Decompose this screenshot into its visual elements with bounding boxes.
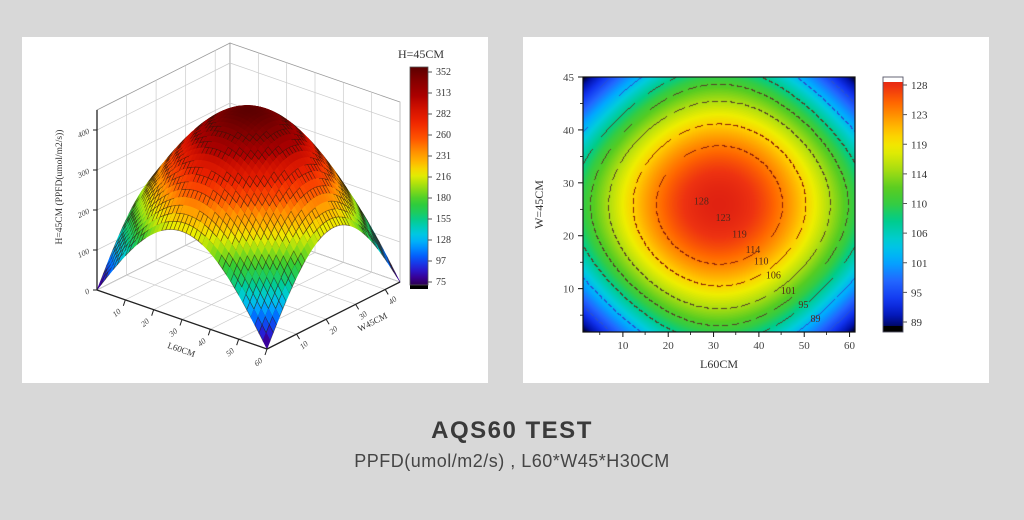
colorbar-tick-label: 123: [911, 110, 928, 122]
colorbar-tick-label: 75: [436, 277, 446, 288]
colorbar-tick-label: 216: [436, 172, 451, 183]
x-axis-tick-label: 20: [663, 340, 675, 352]
colorbar-tick-label: 128: [436, 235, 451, 246]
x-axis-tick-label: 30: [167, 327, 180, 340]
colorbar-tick-label: 260: [436, 130, 451, 141]
colorbar-tick-label: 110: [911, 199, 928, 211]
colorbar-tick-label: 155: [436, 214, 451, 225]
x-axis-tick-label: 10: [111, 307, 123, 319]
x-axis-tick: [151, 309, 155, 316]
y-axis-tick-label: 10: [563, 284, 575, 296]
x-axis-tick-label: 50: [799, 340, 811, 352]
contour-value-label: 95: [798, 300, 808, 311]
x-axis-tick: [207, 329, 211, 336]
colorbar-tick-label: 352: [436, 67, 451, 78]
x-axis-tick: [179, 319, 183, 326]
y-axis-tick-label: 40: [563, 125, 575, 137]
y-axis-label: W=45CM: [532, 180, 546, 229]
colorbar-tick-label: 119: [911, 139, 928, 151]
plot-border: [582, 76, 856, 333]
surface-plot-svg: 102030405060102030400100200300400L60CMW4…: [54, 42, 451, 368]
contour-value-label: 128: [694, 197, 709, 208]
contour-field-canvas: [583, 77, 855, 332]
caption-subtitle: PPFD(umol/m2/s) , L60*W45*H30CM: [354, 451, 670, 471]
x-axis-tick-label: 10: [617, 340, 629, 352]
colorbar-tick-label: 180: [436, 193, 451, 204]
colorbar-tick-label: 128: [911, 80, 928, 92]
y-axis-tick: [384, 289, 389, 295]
colorbar-end-cap: [883, 326, 903, 332]
y-axis-tick-label: 30: [563, 178, 575, 190]
y-axis-tick-label: 20: [328, 324, 340, 336]
x-axis-tick-label: 20: [139, 317, 151, 329]
y-axis-tick-label: 30: [356, 309, 369, 322]
colorbar-tick-label: 95: [911, 287, 923, 299]
x-axis-tick-label: 60: [252, 356, 264, 368]
colorbar-tick-label: 106: [911, 228, 928, 240]
x-axis-tick: [122, 299, 126, 306]
colorbar-tick-label: 282: [436, 109, 451, 120]
x-axis-tick-label: 40: [753, 340, 765, 352]
colorbar-tick-label: 89: [911, 317, 923, 329]
colorbar-tick-label: 231: [436, 151, 451, 162]
colorbar: [409, 66, 429, 286]
x-axis-tick-label: 60: [844, 340, 856, 352]
y-axis-tick: [355, 304, 360, 310]
x-axis-tick-label: 40: [196, 336, 208, 348]
caption-title: AQS60 TEST: [431, 417, 593, 444]
contour-value-label: 89: [811, 314, 821, 325]
x-axis-tick: [264, 348, 268, 356]
contour-value-label: 123: [716, 213, 731, 224]
contour-value-label: 110: [754, 256, 769, 267]
colorbar-frame: [882, 76, 904, 333]
colorbar-tick-label: 101: [911, 258, 928, 270]
x-axis-tick: [236, 339, 240, 346]
contour-plot-panel: 10 20 30 40 50 60 45 40 30 20 10 L60CM W=45CM 128 123 1…: [523, 37, 989, 383]
y-axis-tick-label: 45: [563, 72, 575, 84]
z-axis-label: H=45CM (PPFD(umol/m2/s)): [54, 130, 65, 245]
colorbar-tick-label: 114: [911, 169, 928, 181]
colorbar-tick-label: 97: [436, 256, 446, 267]
colorbar: [883, 77, 903, 332]
y-axis-tick-label: 10: [298, 339, 310, 351]
y-axis-tick: [296, 333, 300, 340]
x-axis-tick-label: 30: [708, 340, 720, 352]
z-axis-tick-label: 0: [83, 287, 90, 297]
wall-gridline: [96, 102, 231, 171]
surface-mesh: [96, 105, 401, 350]
y-axis-tick: [325, 318, 330, 325]
surface-plot-panel: 10 20 30 40 50 60 10 20 30 40 0 100 200 300 400 L60CM W4…: [22, 37, 488, 383]
colorbar-end-cap: [410, 285, 428, 289]
colorbar-title: H=45CM: [398, 47, 444, 61]
contour-value-label: 101: [781, 286, 796, 297]
z-axis-tick-label: 100: [76, 247, 91, 260]
y-axis-tick-label: 20: [563, 231, 575, 243]
y-axis-tick-label: 40: [387, 295, 399, 307]
z-axis-tick-label: 300: [75, 167, 91, 181]
x-axis-tick-label: 50: [224, 346, 236, 358]
colorbar-top-cap: [883, 77, 903, 82]
y-axis: [266, 281, 401, 350]
wall-gridline: [96, 62, 231, 131]
x-axis-label: L60CM: [166, 340, 196, 359]
x-axis-label: L60CM: [700, 357, 738, 371]
colorbar-tick-label: 313: [436, 88, 451, 99]
contour-value-label: 114: [746, 245, 761, 256]
z-axis-tick-label: 200: [76, 207, 91, 220]
contour-value-label: 119: [732, 230, 747, 241]
z-axis-tick-label: 400: [76, 127, 91, 140]
contour-value-label: 106: [766, 270, 781, 281]
